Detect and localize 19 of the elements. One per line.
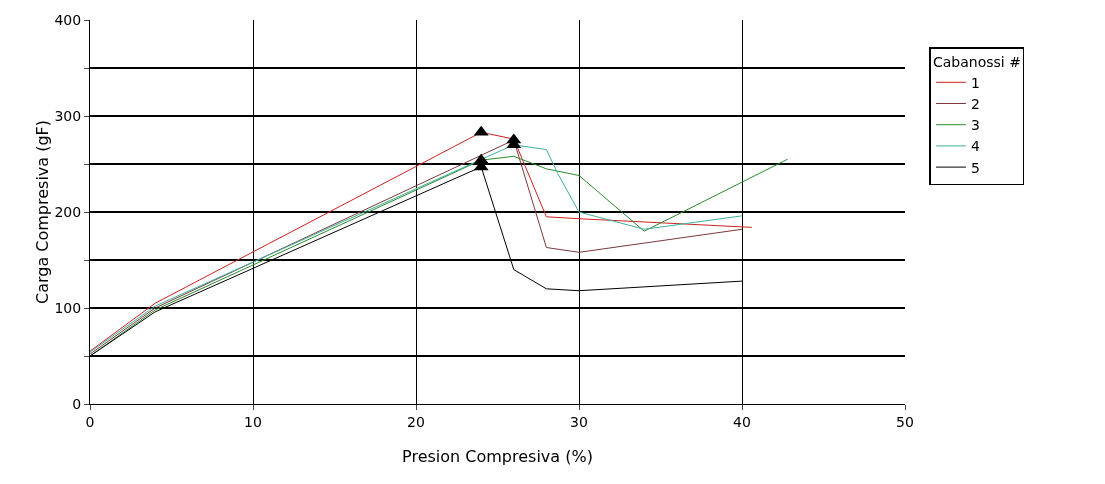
- x-tick-label: 40: [733, 413, 751, 430]
- y-axis-title: Carga Compresiva (gF): [33, 119, 52, 305]
- legend-label: 2: [970, 95, 980, 112]
- x-tick-label: 10: [244, 413, 262, 430]
- x-tick-label: 30: [570, 413, 588, 430]
- y-tick-label: 100: [54, 299, 82, 316]
- x-axis-title: Presion Compresiva (%): [402, 447, 593, 466]
- x-tick-label: 0: [85, 413, 95, 430]
- x-tick-label: 50: [896, 413, 914, 430]
- y-tick-label: 200: [54, 203, 82, 220]
- legend-label: 3: [970, 117, 980, 134]
- y-tick-label: 0: [72, 395, 82, 412]
- y-tick-label: 300: [54, 107, 82, 124]
- legend-title: Cabanossi #: [932, 53, 1021, 70]
- legend-label: 5: [970, 159, 980, 176]
- x-tick-label: 20: [407, 413, 425, 430]
- legend-label: 4: [970, 138, 980, 155]
- legend-label: 1: [970, 74, 980, 91]
- y-tick-label: 400: [54, 11, 82, 28]
